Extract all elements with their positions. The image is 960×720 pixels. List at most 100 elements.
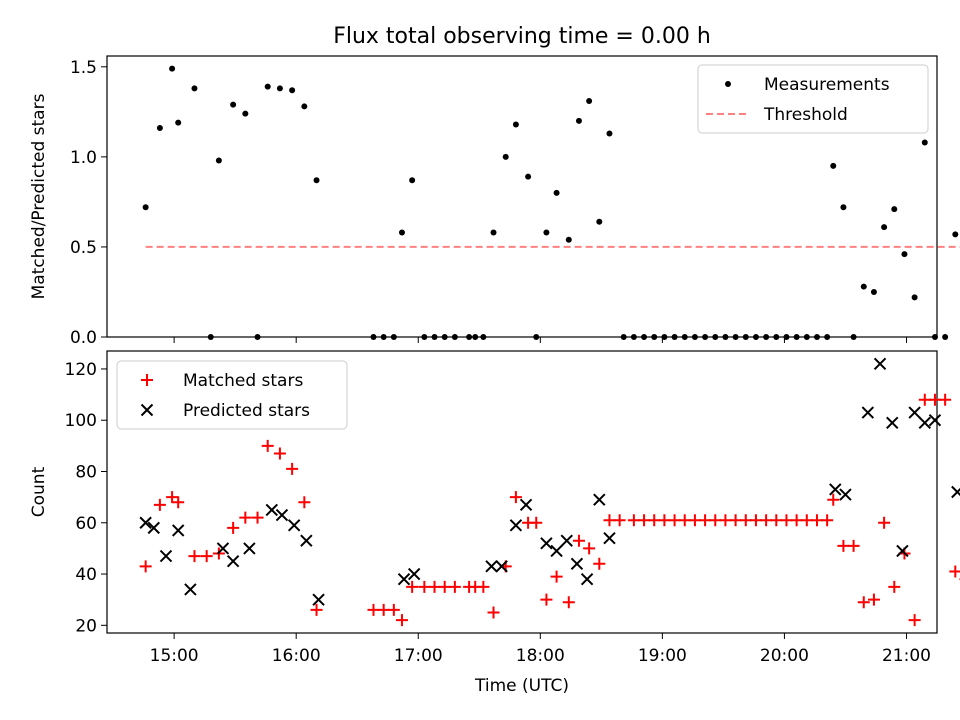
data-point [722,334,729,340]
data-point [886,416,899,429]
plot-frame [106,350,938,634]
data-point [298,496,311,509]
data-point [671,334,678,340]
data-point [586,98,593,105]
y-axis-label: Count [29,466,49,517]
data-point [512,121,519,128]
data-point [509,519,523,532]
data-point [390,334,397,340]
data-point [824,334,831,340]
data-point [583,542,596,555]
data-point [370,334,377,340]
data-point [409,177,416,184]
legend-item: Predicted stars [140,401,310,421]
legend-frame [116,360,348,430]
data-point [870,288,877,295]
data-point [421,334,428,340]
data-point [191,85,198,92]
data-point [175,119,182,126]
data-point [783,334,790,340]
data-point [428,580,441,593]
data-point [699,514,712,527]
data-point [139,560,152,573]
data-point [300,534,313,547]
data-point [770,514,783,527]
series-measurements [142,65,959,340]
data-point [881,224,888,231]
data-point [216,542,230,555]
data-point [873,357,887,371]
data-point [847,539,860,552]
data-point [560,534,573,547]
top-panel: 0.0 0.5 1.0 1.5 Matched/Predicted stars Measu… [29,55,960,348]
data-point [448,580,461,593]
data-point [580,572,594,586]
data-point [658,514,671,527]
data-point [407,567,421,581]
data-point [275,508,289,522]
data-point [572,534,585,547]
data-point [732,334,739,340]
data-point [908,614,921,627]
data-point [773,334,780,340]
data-point [949,565,960,578]
data-point [380,334,387,340]
data-point [709,514,722,527]
y-tick-label: 1.0 [70,148,97,168]
x-tick-label: 20:00 [760,646,809,666]
data-point [310,603,323,616]
data-point [418,580,431,593]
data-point [763,334,770,340]
data-point [289,87,296,94]
data-point [821,514,834,527]
x-tick-label: 16:00 [272,646,321,666]
data-point [681,334,688,340]
data-point [553,189,560,196]
data-point [215,157,222,164]
data-point [242,110,249,117]
data-point [397,572,411,586]
y-axis-label: Matched/Predicted stars [29,93,49,299]
y-tick-label: 120 [65,360,97,380]
data-point [661,334,668,340]
series-matched-stars [139,393,960,627]
data-point [166,491,179,504]
x-tick-label: 15:00 [150,646,199,666]
data-point [540,537,553,550]
data-point [800,514,813,527]
data-point [540,593,553,606]
data-point [712,334,719,340]
data-point [739,514,752,527]
data-point [603,531,616,545]
data-point [921,139,928,146]
data-point [651,334,658,340]
data-point [790,514,803,527]
data-point [860,283,867,290]
data-point [729,514,742,527]
legend-label: Threshold [763,105,848,125]
data-point [406,580,419,593]
legend-item: Threshold [706,105,848,125]
data-point [562,596,575,609]
data-point [861,406,875,419]
data-point [702,334,709,340]
data-point [226,555,240,568]
data-point [377,603,390,616]
data-point [550,570,563,583]
data-point [156,125,163,132]
data-point [691,334,698,340]
data-point [928,393,941,406]
data-point [918,416,932,429]
data-point [387,603,400,616]
data-point [908,406,921,419]
data-point [239,511,252,524]
legend-label: Matched stars [183,371,303,391]
data-point [264,83,271,90]
data-point [641,334,648,340]
data-point [153,498,166,511]
data-point [286,462,299,475]
data-point [813,334,820,340]
legend-item: Matched stars [141,371,303,391]
data-point [550,544,563,558]
